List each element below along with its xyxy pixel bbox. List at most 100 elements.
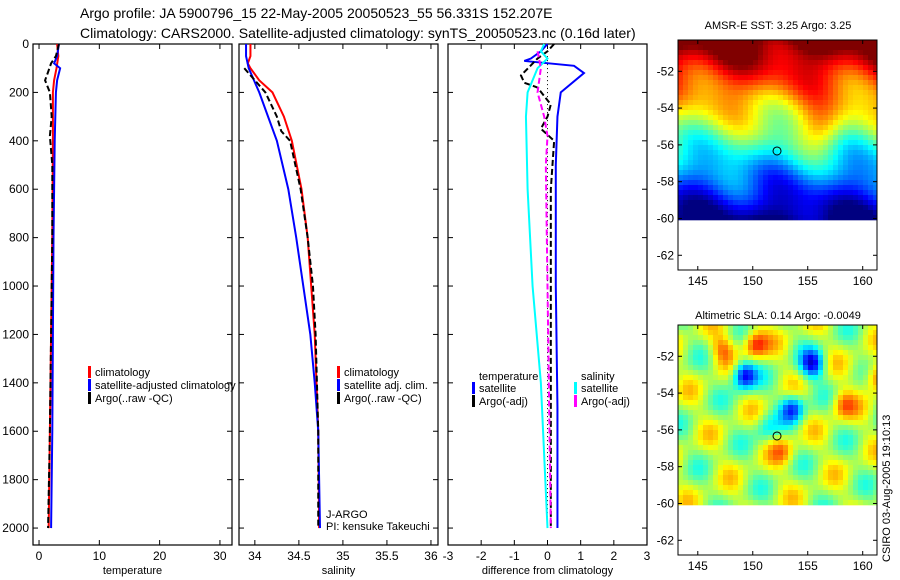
map-cell: [863, 135, 868, 140]
map-cell: [738, 475, 743, 480]
map-cell: [738, 465, 743, 470]
map-cell: [728, 90, 733, 95]
map-cell: [858, 55, 863, 60]
map-cell: [708, 95, 713, 100]
map-cell: [738, 450, 743, 455]
map-cell: [738, 60, 743, 65]
map-cell: [813, 345, 818, 350]
map-cell: [718, 490, 723, 495]
map-cell: [718, 125, 723, 130]
map-cell: [873, 430, 877, 435]
map-cell: [773, 410, 778, 415]
map-cell: [678, 350, 683, 355]
map-cell: [743, 55, 748, 60]
map-cell: [828, 460, 833, 465]
map-cell: [723, 415, 728, 420]
map-cell: [793, 50, 798, 55]
map-cell: [708, 155, 713, 160]
map-cell: [843, 340, 848, 345]
map-cell: [683, 155, 688, 160]
map-cell: [788, 395, 793, 400]
map-cell: [723, 325, 728, 330]
map-cell: [743, 140, 748, 145]
map-cell: [758, 500, 763, 505]
map-cell: [868, 60, 873, 65]
map-cell: [778, 120, 783, 125]
map-cell: [853, 120, 858, 125]
map-cell: [713, 490, 718, 495]
map-cell: [838, 440, 843, 445]
map-cell: [683, 190, 688, 195]
map-cell: [678, 170, 683, 175]
map-cell: [733, 425, 738, 430]
map-cell: [753, 105, 758, 110]
map-cell: [808, 500, 813, 505]
map-cell: [778, 65, 783, 70]
map-cell: [823, 480, 828, 485]
map-cell: [703, 120, 708, 125]
map-cell: [833, 215, 838, 220]
map-cell: [873, 140, 877, 145]
map-cell: [783, 485, 788, 490]
map-cell: [688, 155, 693, 160]
map-cell: [783, 50, 788, 55]
map-cell: [703, 40, 708, 45]
map-cell: [693, 410, 698, 415]
map-cell: [813, 425, 818, 430]
map-cell: [768, 100, 773, 105]
map-cell: [853, 355, 858, 360]
map-cell: [863, 85, 868, 90]
map-cell: [708, 470, 713, 475]
map-cell: [798, 55, 803, 60]
map-cell: [838, 350, 843, 355]
map-cell: [803, 465, 808, 470]
map-cell: [858, 325, 863, 330]
map-cell: [678, 75, 683, 80]
map-cell: [688, 500, 693, 505]
map-cell: [848, 105, 853, 110]
float-position-marker: [772, 431, 782, 441]
map-cell: [778, 155, 783, 160]
map-cell: [723, 80, 728, 85]
map-cell: [743, 185, 748, 190]
map-cell: [728, 365, 733, 370]
map-cell: [703, 390, 708, 395]
map-cell: [693, 90, 698, 95]
map-cell: [803, 450, 808, 455]
map-cell: [738, 210, 743, 215]
map-cell: [848, 155, 853, 160]
map-cell: [798, 455, 803, 460]
map-cell: [858, 390, 863, 395]
map-cell: [863, 180, 868, 185]
map-cell: [708, 165, 713, 170]
map-cell: [833, 375, 838, 380]
map-cell: [808, 325, 813, 330]
map-cell: [678, 485, 683, 490]
map-cell: [683, 480, 688, 485]
map-cell: [838, 500, 843, 505]
map-cell: [858, 155, 863, 160]
map-cell: [843, 120, 848, 125]
map-cell: [823, 385, 828, 390]
map-cell: [798, 495, 803, 500]
map-cell: [693, 400, 698, 405]
map-cell: [723, 335, 728, 340]
map-cell: [708, 145, 713, 150]
map-cell: [858, 330, 863, 335]
map-cell: [698, 325, 703, 330]
y-tick-label: 800: [9, 231, 29, 245]
map-cell: [698, 455, 703, 460]
map-cell: [728, 130, 733, 135]
map-cell: [868, 385, 873, 390]
map-cell: [853, 475, 858, 480]
map-cell: [763, 145, 768, 150]
map-cell: [818, 175, 823, 180]
map-cell: [763, 170, 768, 175]
map-cell: [728, 125, 733, 130]
map-cell: [753, 400, 758, 405]
map-cell: [758, 215, 763, 220]
map-cell: [763, 470, 768, 475]
map-cell: [733, 90, 738, 95]
map-cell: [768, 365, 773, 370]
map-cell: [868, 375, 873, 380]
